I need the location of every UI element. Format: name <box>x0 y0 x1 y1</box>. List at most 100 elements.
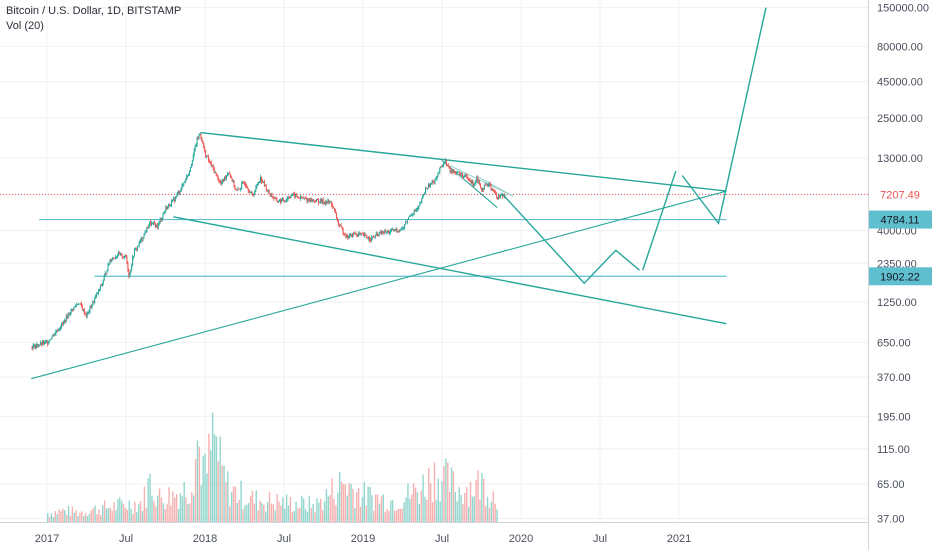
candle-body <box>196 137 198 145</box>
candle-body <box>135 248 137 250</box>
candle-body <box>265 185 267 191</box>
candle-body <box>102 280 104 284</box>
candle-body <box>221 182 223 184</box>
volume-bar <box>321 510 324 522</box>
candle-body <box>211 165 213 167</box>
candle-body <box>157 223 159 228</box>
candle-body <box>432 180 434 183</box>
candle-body <box>40 342 42 346</box>
candle-body <box>113 257 115 259</box>
volume-bar <box>306 511 309 522</box>
volume-bar <box>232 486 235 522</box>
candle-body <box>88 311 90 313</box>
candle-body <box>404 224 406 228</box>
candle-body <box>200 133 202 138</box>
volume-bar <box>158 488 161 522</box>
candle-body <box>43 341 45 345</box>
volume-bar <box>473 496 475 522</box>
candle-body <box>86 313 88 317</box>
candle-body <box>117 252 119 257</box>
volume-bar <box>335 505 337 522</box>
volume-bar <box>124 508 127 522</box>
candle-body <box>311 198 313 202</box>
volume-bar <box>52 516 55 522</box>
candle-body <box>301 198 303 199</box>
candle-body <box>384 231 386 234</box>
volume-bar <box>249 495 252 522</box>
x-tick-label: Jul <box>119 533 133 545</box>
candle-body <box>370 239 372 241</box>
candle-body <box>478 181 480 183</box>
volume-bar <box>291 512 293 522</box>
candle-body <box>392 229 394 231</box>
candle-body <box>269 193 271 196</box>
volume-bar <box>344 484 347 522</box>
candle-body <box>168 204 170 207</box>
candle-body <box>444 159 446 163</box>
candle-body <box>335 210 337 214</box>
volume-bar <box>378 503 381 522</box>
volume-bar <box>314 512 316 522</box>
candle-body <box>326 201 328 203</box>
candle-body <box>165 207 167 211</box>
volume-bar <box>109 507 111 522</box>
x-tick-label: Jul <box>435 533 449 545</box>
candle-body <box>447 165 449 167</box>
volume-bar <box>67 506 70 522</box>
y-tick-label: 650.00 <box>877 337 911 349</box>
candle-body <box>47 342 49 344</box>
candle-body <box>150 221 152 225</box>
volume-bar <box>397 508 400 522</box>
candle-body <box>178 191 180 194</box>
candle-body <box>483 185 485 190</box>
volume-bar <box>175 494 178 522</box>
candle-body <box>103 276 105 281</box>
volume-bar <box>113 502 115 522</box>
projection-segment <box>681 7 767 225</box>
candle-body <box>148 225 150 229</box>
volume-bar <box>418 503 421 522</box>
volume-bar <box>342 483 345 522</box>
candle-body <box>247 188 249 191</box>
candle-body <box>282 198 284 202</box>
volume-bar <box>117 499 119 522</box>
candle-body <box>428 184 430 188</box>
candle-body <box>411 214 413 216</box>
volume-bar <box>208 433 210 522</box>
candle-body <box>87 311 89 314</box>
candle-body <box>266 190 268 192</box>
price-tag-bg <box>869 185 932 204</box>
volume-bar <box>202 456 204 522</box>
candle-body <box>445 159 447 165</box>
y-tick-label: 13000.00 <box>877 153 923 165</box>
candle-body <box>197 137 199 139</box>
candle-body <box>469 180 471 181</box>
candle-body <box>366 235 368 238</box>
candle-body <box>124 254 126 258</box>
candle-body <box>140 238 142 242</box>
candle-body <box>112 257 114 260</box>
volume-bar <box>477 470 479 522</box>
candle-body <box>357 233 359 237</box>
candle-body <box>180 189 182 192</box>
candle-body <box>289 197 291 199</box>
candle-body <box>278 201 280 202</box>
candle-body <box>50 338 52 340</box>
volume-bar <box>50 513 53 522</box>
volume-bar <box>333 499 335 522</box>
volume-bar <box>225 482 227 522</box>
candle-body <box>79 303 81 305</box>
volume-bar <box>172 491 174 522</box>
volume-bar <box>454 492 457 522</box>
volume-bar <box>84 512 87 522</box>
candle-body <box>119 253 121 255</box>
candle-body <box>461 173 463 175</box>
volume-bar <box>392 500 394 522</box>
volume-bar <box>393 510 396 522</box>
candle-body <box>382 231 384 234</box>
candle-body <box>400 229 402 231</box>
volume-bar <box>483 478 485 522</box>
candle-body <box>256 184 258 187</box>
